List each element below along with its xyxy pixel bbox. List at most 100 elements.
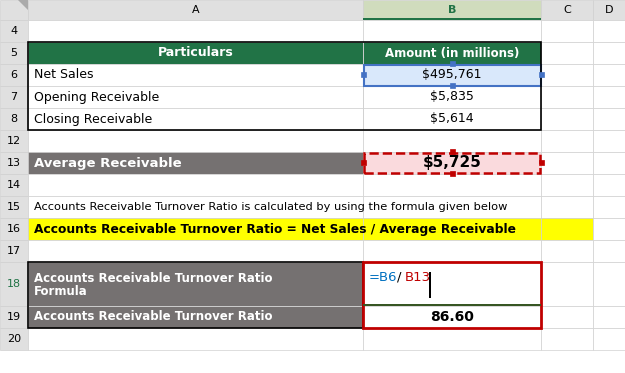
Bar [450,171,455,176]
Bar [541,86,593,108]
Bar [363,152,541,174]
Bar [28,0,363,20]
Bar [541,130,593,152]
Bar [593,20,625,42]
Text: Accounts Receivable Turnover Ratio is calculated by using the formula given belo: Accounts Receivable Turnover Ratio is ca… [34,202,508,212]
Text: Accounts Receivable Turnover Ratio = Net Sales / Average Receivable: Accounts Receivable Turnover Ratio = Net… [34,223,516,235]
Text: $5,614: $5,614 [430,113,474,125]
Bar [363,42,541,64]
Bar [363,328,541,350]
Bar [541,152,593,174]
Bar [0,240,28,262]
Text: 20: 20 [7,334,21,344]
Bar [28,42,363,64]
Text: $495,761: $495,761 [422,69,482,81]
Bar [593,108,625,130]
Bar [28,240,363,262]
Bar [363,262,541,306]
Bar [28,20,363,42]
Polygon shape [18,0,28,10]
Bar [28,108,363,130]
Bar [363,130,541,152]
Bar [28,86,363,108]
Bar [0,218,28,240]
Text: D: D [605,5,613,15]
Text: Accounts Receivable Turnover Ratio: Accounts Receivable Turnover Ratio [34,272,272,285]
Text: Closing Receivable: Closing Receivable [34,113,152,125]
Bar [28,196,363,218]
Text: 17: 17 [7,246,21,256]
Bar [593,130,625,152]
Bar [28,42,541,130]
Bar [28,306,363,328]
Text: 5: 5 [11,48,18,58]
Text: =B6: =B6 [369,271,398,284]
Bar [28,218,363,240]
Bar [0,130,28,152]
Bar [363,64,541,86]
Bar [28,130,363,152]
Bar [363,218,541,240]
Bar [0,174,28,196]
Text: 86.60: 86.60 [430,310,474,324]
Bar [0,108,28,130]
Bar [363,304,541,306]
Bar [363,86,541,108]
Bar [363,306,541,328]
Bar [541,306,593,328]
Bar [450,61,455,66]
Text: Accounts Receivable Turnover Ratio: Accounts Receivable Turnover Ratio [34,310,272,323]
Bar [363,262,541,328]
Bar [593,152,625,174]
Bar [0,0,28,20]
Text: A: A [192,5,199,15]
Bar [364,65,541,85]
Text: B13: B13 [405,271,431,284]
Text: 6: 6 [11,70,18,80]
Bar [593,306,625,328]
Bar [0,306,28,328]
Bar [593,64,625,86]
Bar [28,262,363,306]
Bar [28,64,363,86]
Bar [0,196,28,218]
Bar [363,0,541,20]
Bar [364,153,540,173]
Text: $5,725: $5,725 [422,156,481,170]
Bar [361,160,366,165]
Text: 8: 8 [11,114,18,124]
Bar [28,152,363,174]
Text: Net Sales: Net Sales [34,69,94,81]
Text: $5,835: $5,835 [430,91,474,103]
Text: 13: 13 [7,158,21,168]
Text: 18: 18 [7,279,21,289]
Bar [539,160,544,165]
Bar [28,174,363,196]
Bar [593,240,625,262]
Text: Opening Receivable: Opening Receivable [34,91,159,103]
Bar [0,86,28,108]
Bar [541,64,593,86]
Text: Amount (in millions): Amount (in millions) [385,47,519,60]
Bar [450,149,455,154]
Text: 15: 15 [7,202,21,212]
Bar [593,0,625,20]
Bar [0,262,28,306]
Bar [361,72,366,77]
Text: C: C [563,5,571,15]
Bar [0,20,28,42]
Bar [363,20,541,42]
Bar [363,18,541,20]
Bar [541,42,593,64]
Bar [593,42,625,64]
Bar [28,328,363,350]
Text: 12: 12 [7,136,21,146]
Bar [0,328,28,350]
Bar [429,272,431,298]
Bar [593,174,625,196]
Bar [541,0,593,20]
Bar [541,108,593,130]
Bar [593,196,625,218]
Bar [363,174,541,196]
Bar [541,218,593,240]
